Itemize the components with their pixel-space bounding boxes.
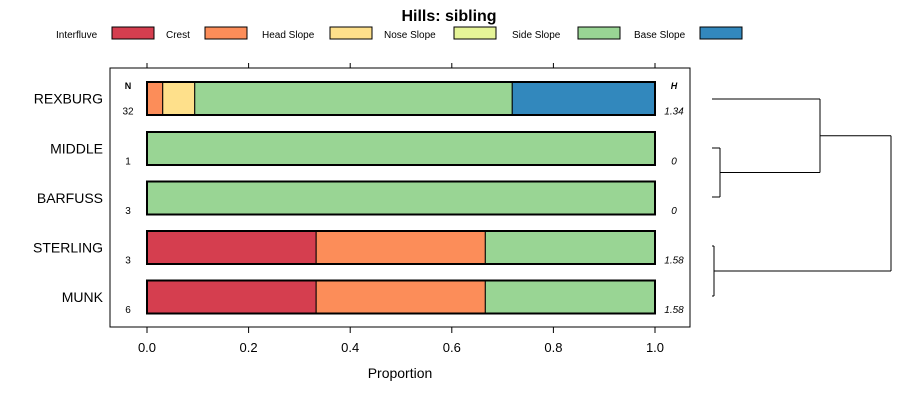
legend-label: Crest [166,30,190,41]
x-tick-label: 0.6 [443,340,461,355]
bar-segment-base-slope [511,81,656,116]
bar-row: STERLING 3 1.58 [33,230,684,267]
row-label: MUNK [62,289,104,305]
n-value: 32 [122,107,134,118]
h-column-header: H [671,81,678,91]
bar-outline [146,279,656,315]
n-value: 6 [125,305,131,316]
x-tick-label: 0.4 [341,340,359,355]
n-value: 1 [125,157,131,168]
n-value: 3 [125,206,131,217]
row-label: MIDDLE [50,141,103,157]
bar-outline [146,131,656,166]
legend-swatch [699,26,743,40]
bar-rows: REXBURG 32 1.34 MIDDLE 1 0 BARFUSS 3 0 STERLING 3 1… [33,81,684,316]
h-value: 0 [671,157,677,168]
bar-segment-side-slope [484,280,656,314]
x-axis: 0.0 0.2 0.4 0.6 0.8 1.0 [138,327,664,355]
bar-segment-interfluve [146,280,317,314]
h-value: 1.58 [664,256,684,267]
bar-outline [146,230,656,265]
x-tick-label: 0.8 [544,340,562,355]
bar-outline [146,180,656,216]
n-value: 3 [125,256,131,267]
legend-swatch [577,26,621,40]
chart-title: Hills: sibling [401,8,496,25]
bar-segment-side-slope [146,181,656,215]
legend-swatch [329,26,373,40]
bar-row: MUNK 6 1.58 [62,279,684,316]
legend: Interfluve Crest Head Slope Nose Slope Side … [56,26,743,41]
legend-label: Base Slope [634,30,686,41]
legend-label: Interfluve [56,30,98,41]
bar-segment-crest [315,280,486,314]
row-label: BARFUSS [37,190,103,206]
row-label: REXBURG [34,91,103,107]
bar-segment-side-slope [484,230,656,265]
x-tick-label: 1.0 [646,340,664,355]
bar-row: REXBURG 32 1.34 [34,81,684,118]
top-ticks [146,63,656,68]
bar-segment-side-slope [194,81,513,116]
legend-label: Nose Slope [384,30,436,41]
n-column-header: N [125,81,132,91]
x-axis-title: Proportion [368,365,433,381]
x-tick-label: 0.0 [138,340,156,355]
h-value: 1.34 [664,107,684,118]
legend-swatch [453,26,497,40]
dendrogram [712,98,892,297]
bar-row: BARFUSS 3 0 [37,180,677,217]
bar-segment-side-slope [146,131,656,166]
bar-row: MIDDLE 1 0 [50,131,677,168]
h-value: 1.58 [664,305,684,316]
bar-segment-head-slope [162,81,196,116]
legend-label: Side Slope [512,30,561,41]
bar-segment-crest [146,81,164,116]
plot-frame [109,67,691,328]
row-label: STERLING [33,240,103,256]
h-value: 0 [671,206,677,217]
legend-label: Head Slope [262,30,315,41]
legend-swatch [204,26,248,40]
bar-outline [146,81,656,116]
bar-segment-interfluve [146,230,317,265]
x-tick-label: 0.2 [240,340,258,355]
legend-swatch [111,26,155,40]
bar-segment-crest [315,230,486,265]
